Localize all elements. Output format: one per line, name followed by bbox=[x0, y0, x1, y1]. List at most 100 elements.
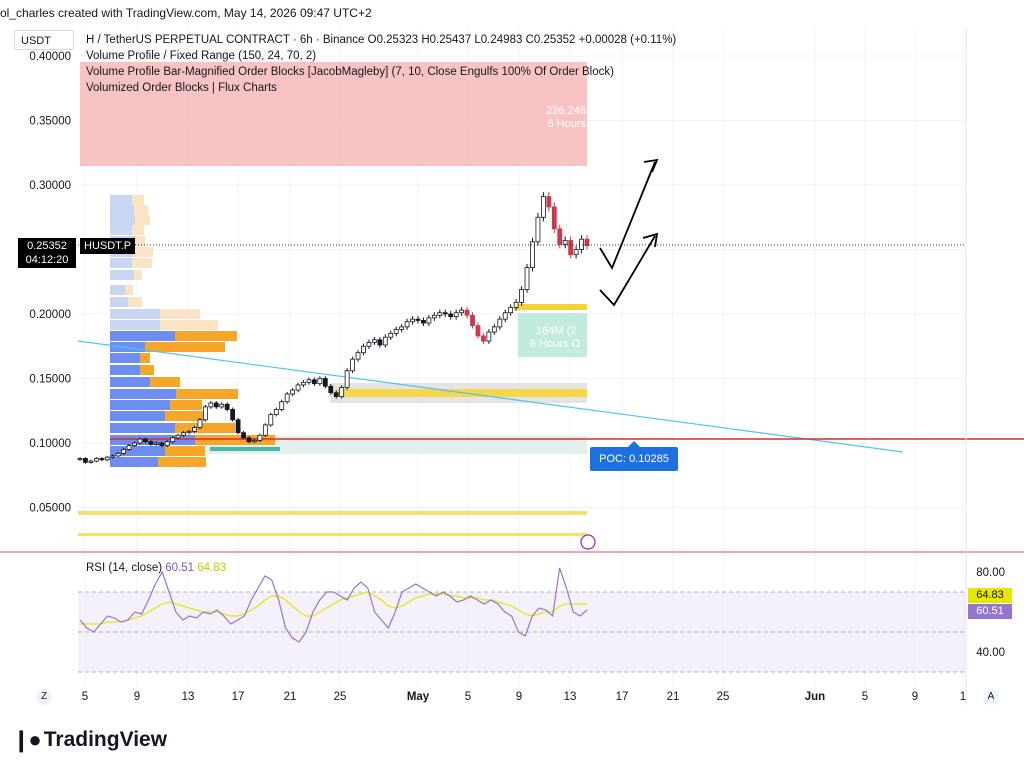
chart-attribution: ol_charles created with TradingView.com,… bbox=[0, 6, 372, 20]
arrow-head bbox=[643, 158, 659, 173]
x-tick-label: 17 bbox=[616, 691, 629, 703]
x-tick-label: 13 bbox=[182, 691, 195, 703]
candle-body bbox=[371, 339, 377, 343]
volume-profile-up-bar bbox=[110, 435, 195, 445]
timezone-button[interactable]: Z bbox=[36, 689, 52, 705]
candle-body bbox=[366, 341, 372, 347]
symbol-tag: HUSDT.P bbox=[80, 238, 136, 254]
candle-body bbox=[442, 312, 448, 315]
candle-body bbox=[470, 314, 475, 327]
volume-profile-up-bar bbox=[110, 342, 145, 352]
volume-profile-up-bar bbox=[110, 365, 140, 375]
candle-body bbox=[235, 419, 241, 434]
bar-countdown: 04:12:20 bbox=[25, 254, 69, 266]
candle-body bbox=[257, 434, 263, 441]
x-tick-label: 5 bbox=[862, 691, 868, 703]
current-price-label: 0.25352 04:12:20 bbox=[18, 238, 76, 268]
indicator-volume-profile[interactable]: Volume Profile / Fixed Range (150, 24, 7… bbox=[86, 50, 317, 62]
trend-line bbox=[77, 340, 904, 453]
x-tick-label: 21 bbox=[667, 691, 680, 703]
candle-body bbox=[252, 440, 257, 443]
indicator-volumized-ob[interactable]: Volumized Order Blocks | Flux Charts bbox=[86, 82, 277, 94]
volume-profile-up-bar bbox=[110, 331, 175, 341]
candle-body bbox=[481, 335, 486, 342]
candle-body bbox=[579, 238, 584, 250]
x-tick-label: 5 bbox=[465, 691, 471, 703]
order-block-timeframe-label: 6 Hours O bbox=[530, 338, 581, 350]
candle-body bbox=[519, 289, 524, 303]
currency-button[interactable]: USDT bbox=[14, 30, 74, 50]
candle-body bbox=[546, 196, 552, 208]
x-tick-label: 25 bbox=[334, 691, 347, 703]
candle-body bbox=[513, 301, 519, 308]
y-tick-label: 0.10000 bbox=[29, 438, 71, 450]
y-tick-label: 0.20000 bbox=[29, 309, 71, 321]
candle-body bbox=[361, 345, 366, 354]
candle-body bbox=[132, 442, 137, 446]
volume-profile-down-bar bbox=[140, 353, 150, 363]
candle-body bbox=[290, 389, 296, 395]
volume-profile-up-bar bbox=[110, 297, 128, 307]
volume-profile-down-bar bbox=[160, 320, 218, 330]
volume-profile-up-bar bbox=[110, 225, 132, 235]
candle-body bbox=[421, 320, 426, 324]
candle-body bbox=[333, 392, 339, 397]
support-band bbox=[78, 533, 587, 536]
arrow-head bbox=[642, 232, 659, 248]
symbol-ohlc-line[interactable]: H / TetherUS PERPETUAL CONTRACT · 6h · B… bbox=[86, 34, 677, 46]
candle-body bbox=[508, 307, 514, 314]
candle-body bbox=[202, 406, 208, 421]
candle-body bbox=[99, 458, 105, 461]
volume-profile-down-bar bbox=[175, 331, 237, 341]
volume-profile-up-bar bbox=[110, 446, 165, 456]
volume-profile-down-bar bbox=[134, 205, 148, 215]
order-block-volume-label: 226.246 bbox=[546, 105, 586, 117]
volume-profile-down-bar bbox=[135, 215, 150, 225]
y-tick-label: 0.40000 bbox=[29, 51, 71, 63]
candle-body bbox=[448, 313, 454, 317]
volume-profile-up-bar bbox=[110, 377, 150, 387]
volume-profile-down-bar bbox=[176, 389, 238, 399]
volume-profile-down-bar bbox=[195, 435, 275, 445]
candle-body bbox=[153, 442, 159, 445]
volume-profile-down-bar bbox=[150, 377, 180, 387]
candle-body bbox=[339, 387, 345, 397]
candle-body bbox=[224, 403, 230, 410]
x-tick-label: 9 bbox=[516, 691, 522, 703]
projection-arrow bbox=[599, 161, 656, 271]
volume-profile-down-bar bbox=[140, 365, 154, 375]
volume-profile-up-bar bbox=[110, 389, 176, 399]
volume-profile-down-bar bbox=[158, 457, 206, 467]
y-tick-label: 0.30000 bbox=[29, 180, 71, 192]
indicator-order-blocks[interactable]: Volume Profile Bar-Magnified Order Block… bbox=[86, 66, 614, 78]
candle-body bbox=[540, 196, 546, 218]
candle-body bbox=[502, 312, 508, 320]
candle-body bbox=[192, 427, 197, 432]
candle-body bbox=[306, 379, 312, 383]
candle-body bbox=[126, 445, 132, 450]
volume-profile-up-bar bbox=[110, 285, 125, 295]
candle-body bbox=[388, 332, 394, 338]
volume-profile-down-bar bbox=[132, 195, 144, 205]
volume-profile-up-bar bbox=[110, 423, 175, 433]
x-tick-label: 25 bbox=[717, 691, 730, 703]
candle-body bbox=[208, 402, 214, 408]
candle-body bbox=[121, 449, 127, 454]
auto-scale-button[interactable]: A bbox=[983, 689, 999, 705]
poc-pointer bbox=[628, 441, 640, 447]
candle-body bbox=[273, 409, 279, 416]
volume-profile-up-bar bbox=[110, 270, 134, 280]
candle-body bbox=[115, 452, 121, 457]
candle-body bbox=[464, 309, 470, 316]
rsi-ma-line bbox=[80, 591, 587, 625]
candle-body bbox=[230, 409, 236, 421]
x-tick-label: 9 bbox=[134, 691, 140, 703]
candle-body bbox=[562, 240, 568, 245]
candle-body bbox=[312, 379, 317, 385]
candle-body bbox=[213, 402, 219, 408]
bearish-order-block bbox=[80, 62, 587, 166]
rsi-legend[interactable]: RSI (14, close) 60.51 64.83 bbox=[86, 562, 226, 574]
rsi-title: RSI (14, close) bbox=[86, 562, 163, 574]
candle-body bbox=[459, 309, 465, 314]
